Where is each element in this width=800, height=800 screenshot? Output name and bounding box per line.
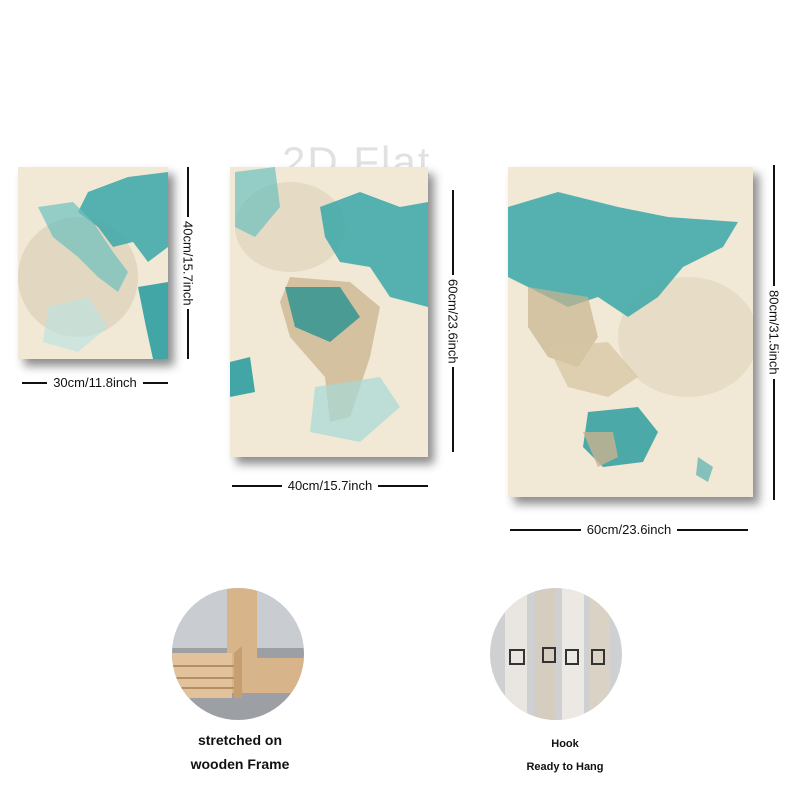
dimension-line xyxy=(773,378,775,500)
height-dimension-medium: 60cm/23.6inch xyxy=(443,190,463,452)
dimension-line xyxy=(142,381,168,384)
dimension-line xyxy=(510,528,581,531)
dimension-line xyxy=(773,165,775,287)
width-dimension-small: 30cm/11.8inch xyxy=(22,375,168,390)
frame-caption: stretched on wooden Frame xyxy=(160,732,320,772)
height-dimension-large: 80cm/31.5inch xyxy=(764,165,784,500)
frame-caption-line2: wooden Frame xyxy=(190,756,290,772)
canvas-panel-small xyxy=(18,167,168,359)
height-label-small: 40cm/15.7inch xyxy=(180,220,196,306)
height-label-medium: 60cm/23.6inch xyxy=(445,278,461,364)
frame-caption-line1: stretched on xyxy=(197,732,282,748)
dimension-line xyxy=(677,528,748,531)
height-label-large: 80cm/31.5inch xyxy=(766,290,782,375)
wooden-frame-image xyxy=(172,588,304,720)
dimension-line xyxy=(187,167,189,217)
width-label-small: 30cm/11.8inch xyxy=(53,375,137,390)
height-dimension-small: 40cm/15.7inch xyxy=(178,167,198,359)
wooden-frame-photo xyxy=(172,588,304,720)
dimension-line xyxy=(187,309,189,359)
width-label-medium: 40cm/15.7inch xyxy=(287,478,373,493)
width-dimension-large: 60cm/23.6inch xyxy=(510,522,748,537)
hook-photo xyxy=(490,588,622,720)
asia-australia-map-image xyxy=(508,167,753,497)
dimension-line xyxy=(378,484,428,487)
dimension-line xyxy=(452,367,454,452)
hook-caption-line2: Ready to Hang xyxy=(526,761,604,773)
dimension-line xyxy=(452,190,454,275)
dimension-line xyxy=(232,484,282,487)
europe-africa-map-image xyxy=(230,167,428,457)
dimension-line xyxy=(22,381,48,384)
canvas-panel-medium xyxy=(230,167,428,457)
width-dimension-medium: 40cm/15.7inch xyxy=(232,478,428,493)
americas-map-image xyxy=(18,167,168,359)
width-label-large: 60cm/23.6inch xyxy=(586,522,672,537)
hook-caption-line1: Hook xyxy=(551,738,579,750)
hook-caption: Hook Ready to Hang xyxy=(490,738,640,773)
canvas-panel-large xyxy=(508,167,753,497)
hook-image xyxy=(490,588,622,720)
